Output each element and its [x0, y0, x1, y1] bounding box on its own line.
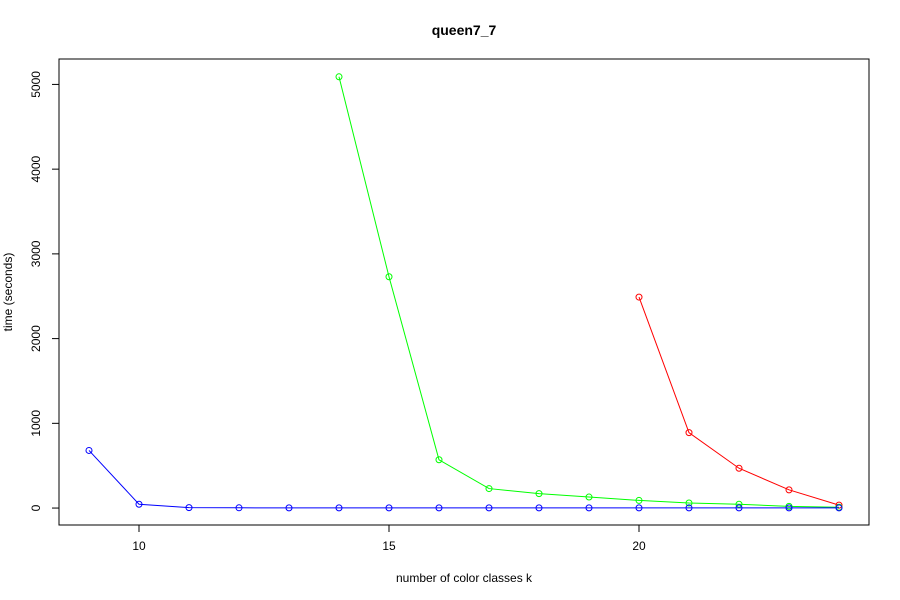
series-line [338, 76, 840, 508]
data-point [635, 496, 643, 504]
data-point [585, 493, 593, 501]
y-tick-label: 1000 [29, 410, 43, 437]
data-point [385, 273, 393, 281]
x-axis-label: number of color classes k [396, 571, 533, 585]
data-point [285, 504, 293, 512]
data-point [685, 429, 693, 437]
data-point [735, 464, 743, 472]
data-point [385, 504, 393, 512]
series-line [638, 296, 840, 506]
data-point [185, 504, 193, 512]
data-point [785, 504, 793, 512]
data-point [235, 504, 243, 512]
data-point [685, 499, 693, 507]
x-axis: 10 15 20 [132, 524, 646, 553]
data-point [785, 486, 793, 494]
data-point [335, 504, 343, 512]
data-point [335, 73, 343, 81]
chart-title: queen7_7 [432, 22, 497, 38]
data-point [535, 490, 543, 498]
y-tick-label: 5000 [29, 71, 43, 98]
data-point [685, 504, 693, 512]
series-2 [85, 446, 843, 512]
series-0 [635, 293, 843, 509]
y-tick-label: 3000 [29, 240, 43, 267]
y-axis-label: time (seconds) [1, 253, 15, 332]
data-point [735, 500, 743, 508]
x-tick-label: 20 [632, 539, 646, 553]
plot-frame [58, 58, 870, 526]
data-point [485, 504, 493, 512]
y-tick-label: 0 [29, 504, 43, 511]
data-point [635, 504, 643, 512]
data-point [135, 500, 143, 508]
data-point [485, 485, 493, 493]
data-point [435, 456, 443, 464]
data-point [585, 504, 593, 512]
data-point [835, 504, 843, 512]
data-point [85, 446, 93, 454]
y-tick-label: 2000 [29, 325, 43, 352]
series-1 [335, 73, 843, 511]
data-point [635, 293, 643, 301]
data-point [435, 504, 443, 512]
data-point [735, 504, 743, 512]
data-point [535, 504, 543, 512]
x-tick-label: 15 [382, 539, 396, 553]
y-axis: 0 1000 2000 3000 4000 5000 [29, 71, 60, 511]
x-tick-label: 10 [132, 539, 146, 553]
series-line [88, 450, 839, 509]
y-tick-label: 4000 [29, 155, 43, 182]
series-layer [85, 73, 843, 512]
